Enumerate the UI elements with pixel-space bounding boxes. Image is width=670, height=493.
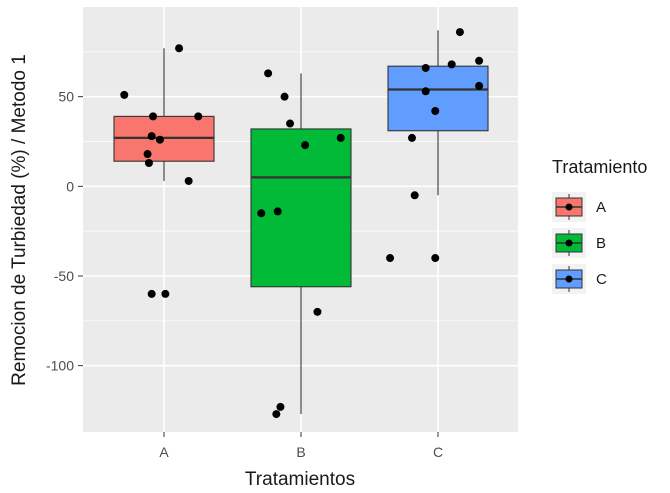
data-point (147, 289, 156, 298)
data-point (410, 191, 419, 200)
box-body (387, 65, 489, 132)
box-a (113, 48, 215, 181)
x-tick-label: B (296, 444, 305, 460)
box-b (250, 73, 352, 415)
legend-label: C (596, 271, 607, 288)
data-point (184, 176, 193, 185)
y-tick-label: 0 (66, 178, 74, 194)
box-body (250, 128, 352, 288)
data-point (120, 90, 129, 99)
data-point (280, 92, 289, 101)
data-point (143, 150, 152, 159)
data-point (301, 141, 310, 150)
legend-label: A (596, 199, 606, 216)
legend-item-c: C (552, 264, 607, 294)
legend: A B C (552, 192, 607, 294)
legend-key-point (565, 203, 573, 211)
data-point (175, 44, 184, 53)
data-point (286, 119, 295, 128)
data-point (336, 133, 345, 142)
data-point (421, 63, 430, 72)
data-point (161, 289, 170, 298)
data-point (149, 112, 158, 121)
data-point (264, 69, 273, 78)
legend-item-b: B (552, 228, 606, 258)
legend-key-point (565, 239, 573, 247)
data-point (276, 402, 285, 411)
data-point (475, 56, 484, 65)
legend-title: Tratamiento (552, 157, 647, 177)
data-point (273, 207, 282, 216)
data-point (431, 254, 440, 263)
legend-item-a: A (552, 192, 606, 222)
data-point (147, 132, 156, 141)
y-axis-title: Remocion de Turbiedad (%) / Metodo 1 (9, 54, 30, 386)
data-point (421, 87, 430, 96)
data-point (194, 112, 203, 121)
box-c (387, 30, 489, 196)
legend-key-point (565, 275, 573, 283)
data-point (272, 410, 281, 419)
legend-label: B (596, 235, 606, 252)
y-tick-label: -50 (54, 268, 74, 284)
x-tick-label: C (433, 444, 443, 460)
data-point (431, 107, 440, 116)
y-axis-ticks: 50 0 -50 -100 (46, 89, 83, 374)
x-axis-ticks: A B C (159, 432, 443, 460)
data-points (120, 28, 484, 419)
data-point (144, 159, 153, 168)
data-point (455, 28, 464, 37)
x-tick-label: A (159, 444, 169, 460)
data-point (155, 135, 164, 144)
y-tick-label: -100 (46, 358, 74, 374)
data-point (257, 209, 266, 218)
data-point (447, 60, 456, 69)
data-point (407, 133, 416, 142)
y-tick-label: 50 (58, 89, 74, 105)
data-point (475, 81, 484, 90)
data-point (313, 307, 322, 316)
boxes (113, 30, 489, 415)
x-axis-title: Tratamientos (245, 469, 355, 488)
data-point (386, 254, 395, 263)
